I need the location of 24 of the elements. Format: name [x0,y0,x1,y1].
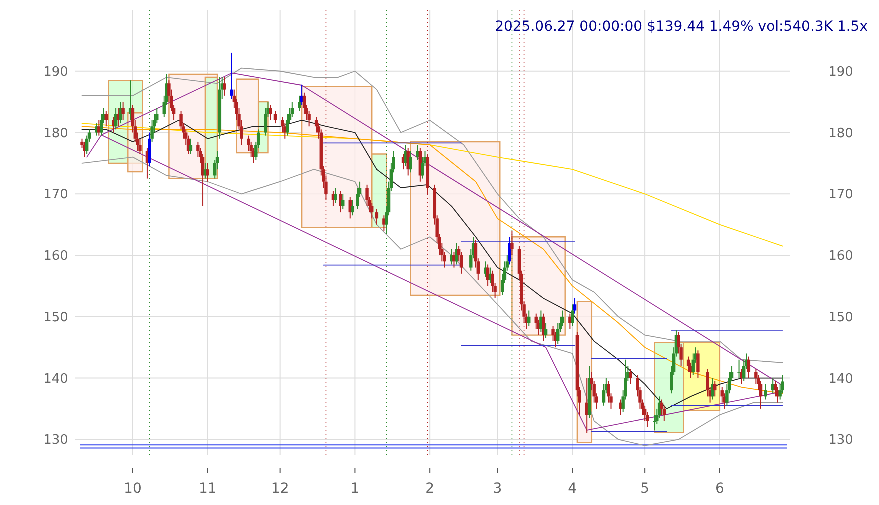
x-tick-label: 11 [198,481,217,497]
x-tick-label: 2 [426,481,435,497]
text: 2025.06.27 00:00:00 $139.44 1.49% vol:540.3K 1.5x [495,19,868,35]
y2-tick-label: 170 [828,188,854,203]
x-tick-label: 4 [568,481,578,497]
x-tick-label: 1 [350,481,360,497]
y2-tick-label: 130 [828,433,854,448]
x-tick-label: 3 [493,481,502,497]
y2-tick-label: 140 [828,372,854,387]
y-tick-label: 160 [44,249,68,264]
x-tick-label: 5 [640,481,650,497]
x-tick-label: 12 [271,481,290,497]
y-tick-label: 180 [44,126,68,142]
y-tick-label: 170 [44,188,68,203]
y2-tick-label: 190 [828,64,854,80]
x-tick-label: 6 [715,481,724,497]
y2-tick-label: 180 [828,126,854,142]
y2-tick-label: 150 [828,310,854,326]
y2-tick-label: 160 [828,249,854,264]
y-tick-label: 140 [44,372,68,387]
y-tick-label: 190 [44,64,68,80]
y-tick-label: 150 [44,310,68,326]
y-tick-label: 130 [44,433,68,448]
x-tick-label: 10 [124,481,142,497]
